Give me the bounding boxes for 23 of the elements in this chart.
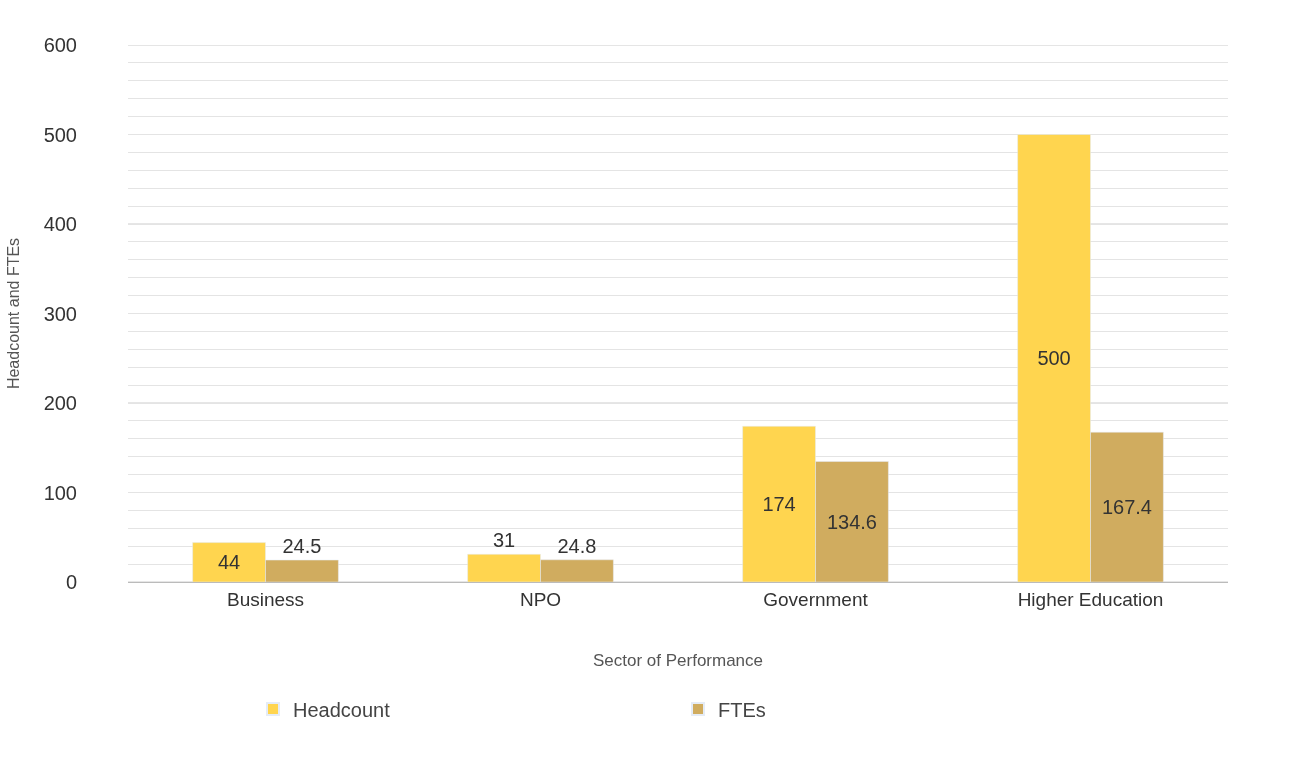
x-tick-label: NPO xyxy=(519,588,562,610)
y-tick-label: 500 xyxy=(43,123,77,146)
legend-label: FTEs xyxy=(718,698,766,721)
y-tick-label: 300 xyxy=(43,302,77,325)
data-label: 134.6 xyxy=(826,510,877,533)
y-tick-label: 0 xyxy=(65,571,77,593)
x-tick-label: Higher Education xyxy=(1017,588,1164,610)
data-label: 167.4 xyxy=(1101,496,1152,519)
data-label: 174 xyxy=(762,493,796,516)
data-label: 24.8 xyxy=(557,534,597,557)
data-label: 500 xyxy=(1037,347,1071,370)
y-tick-label: 400 xyxy=(43,213,77,235)
y-tick-label: 600 xyxy=(43,34,77,56)
x-tick-label: Government xyxy=(763,588,869,610)
y-tick-label: 100 xyxy=(43,481,77,504)
data-label: 24.5 xyxy=(282,535,322,558)
y-tick-label: 200 xyxy=(43,392,77,414)
legend-label: Headcount xyxy=(293,698,391,721)
x-axis-title: Sector of Performance xyxy=(592,651,764,671)
data-label: 31 xyxy=(492,529,516,552)
x-tick-label: Business xyxy=(226,588,305,610)
data-label: 44 xyxy=(217,551,241,574)
y-axis-title: Headcount and FTEs xyxy=(4,237,22,390)
